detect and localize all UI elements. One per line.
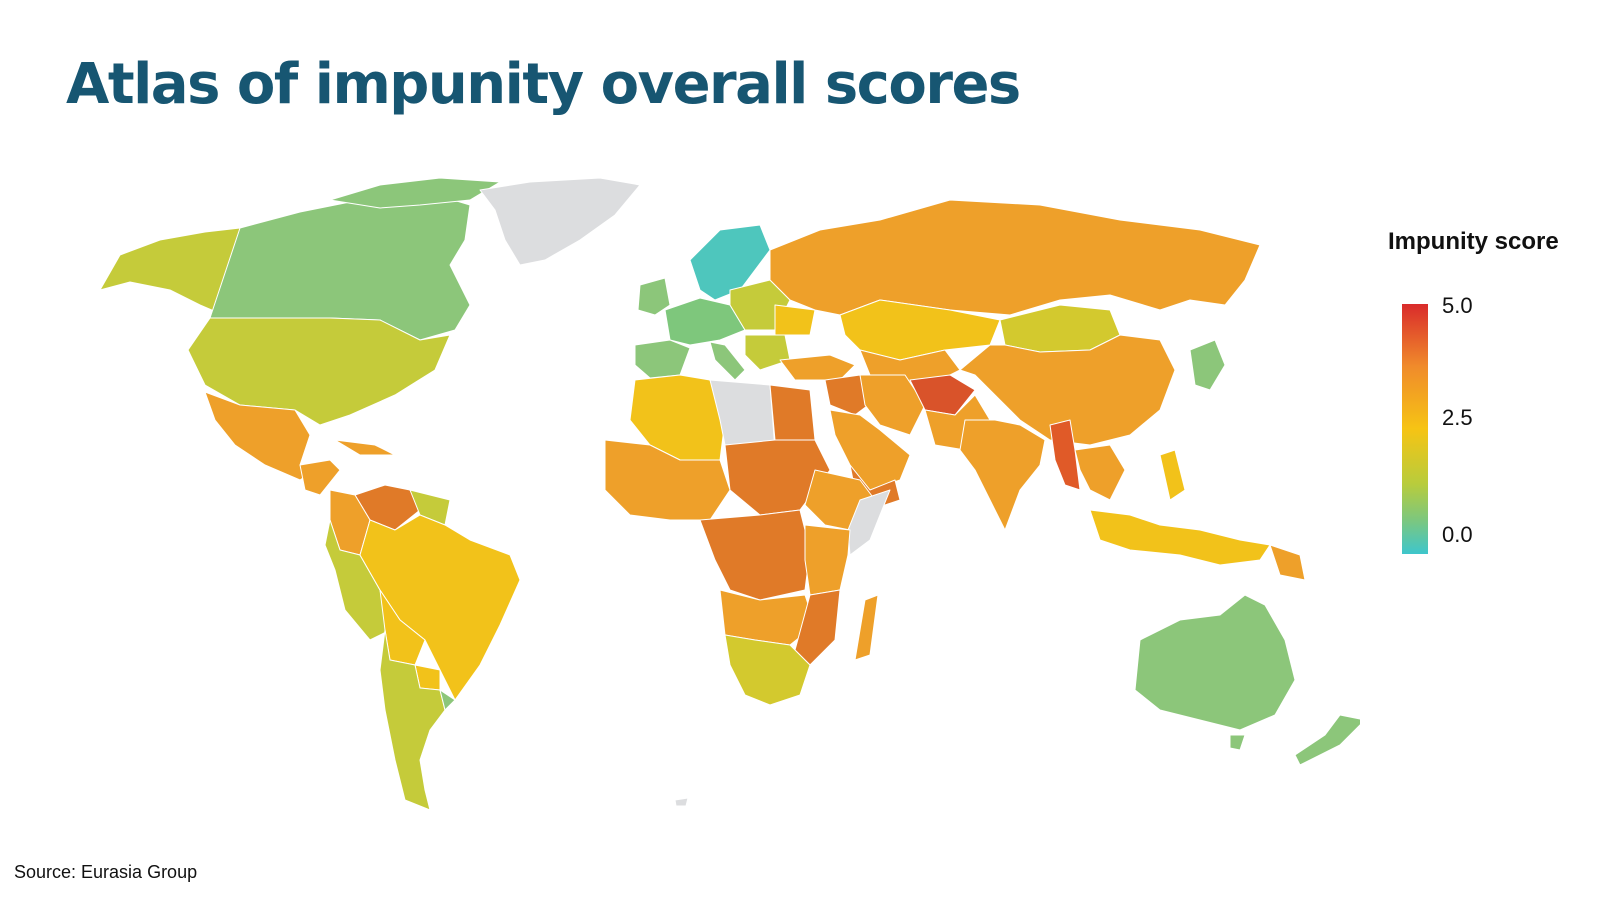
region-indonesia[interactable] (1089, 509, 1271, 566)
region-west-africa[interactable] (604, 439, 731, 521)
region-balkans[interactable] (744, 334, 791, 371)
region-madagascar[interactable] (854, 594, 879, 661)
region-korea-japan[interactable] (1189, 339, 1226, 391)
region-uruguay[interactable] (439, 689, 456, 711)
region-ecuador-peru[interactable] (324, 519, 391, 641)
region-somalia[interactable] (847, 489, 891, 556)
region-papua-new-guinea[interactable] (1269, 544, 1306, 581)
region-central-africa[interactable] (699, 509, 811, 601)
region-southeast-asia[interactable] (1074, 444, 1126, 501)
region-australia[interactable] (1134, 594, 1296, 731)
region-kazakhstan[interactable] (839, 299, 1001, 361)
region-tasmania[interactable] (1229, 734, 1246, 751)
legend-color-scale (1402, 304, 1428, 554)
region-iran[interactable] (859, 374, 926, 436)
region-russia[interactable] (769, 199, 1261, 316)
legend-title: Impunity score (1388, 228, 1559, 255)
region-egypt[interactable] (769, 384, 816, 441)
region-italy[interactable] (709, 341, 746, 381)
region-india[interactable] (959, 419, 1046, 531)
legend-tick-min: 0.0 (1442, 522, 1473, 547)
source-note: Source: Eurasia Group (14, 862, 198, 882)
region-philippines[interactable] (1159, 449, 1186, 501)
region-mozambique[interactable] (794, 589, 841, 666)
region-chile-argentina[interactable] (379, 629, 446, 811)
region-arabian-peninsula[interactable] (829, 409, 911, 491)
region-east-africa[interactable] (804, 524, 851, 596)
region-caribbean[interactable] (334, 439, 396, 456)
region-china[interactable] (959, 334, 1176, 446)
legend-tick-max: 5.0 (1442, 293, 1473, 318)
legend-tick-mid: 2.5 (1442, 405, 1473, 430)
region-arctic-islands[interactable] (329, 177, 501, 209)
page-title: Atlas of impunity overall scores (66, 52, 1021, 117)
region-southern-africa[interactable] (724, 634, 811, 706)
region-greenland[interactable] (479, 177, 641, 266)
region-iberia[interactable] (634, 339, 691, 379)
region-antarctic-peninsula[interactable] (674, 797, 689, 807)
region-ukraine[interactable] (774, 304, 816, 336)
region-afghanistan[interactable] (909, 374, 976, 416)
region-central-america[interactable] (299, 459, 341, 496)
region-myanmar[interactable] (1049, 419, 1081, 491)
region-scandinavia[interactable] (689, 224, 771, 301)
region-usa[interactable] (187, 317, 451, 426)
region-new-zealand[interactable] (1294, 714, 1360, 766)
world-map (0, 170, 1360, 830)
region-turkey[interactable] (779, 354, 856, 381)
region-uk-ireland[interactable] (637, 277, 671, 316)
